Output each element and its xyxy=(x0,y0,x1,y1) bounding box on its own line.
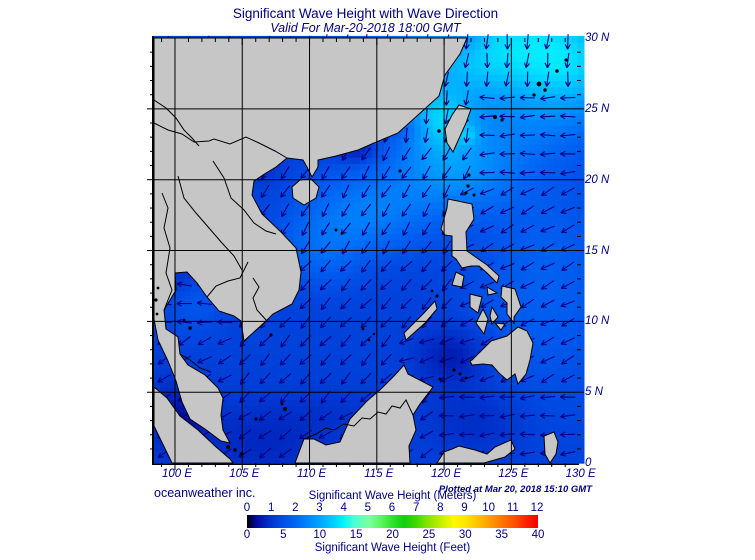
legend-tick-feet: 20 xyxy=(386,529,399,541)
land-borneo xyxy=(294,364,434,464)
legend-scale-meters: 0 1 2 3 4 5 6 7 8 9 10 11 12 xyxy=(243,502,544,515)
small-islands xyxy=(154,58,568,456)
longitude-axis: 100 E 105 E 110 E 115 E 120 E 125 E 130 E xyxy=(162,468,596,484)
legend-tick-feet: 10 xyxy=(313,529,327,541)
legend-title-meters: Significant Wave Height (Meters) xyxy=(308,490,477,502)
legend-scale-feet: 0 5 10 15 20 25 30 35 40 xyxy=(243,529,545,542)
latitude-axis: 30 N 25 N 20 N 15 N 10 N 5 N 0 xyxy=(585,32,635,469)
map-frame xyxy=(147,34,585,470)
legend-tick-feet: 25 xyxy=(422,529,436,541)
legend-tick-meters: 4 xyxy=(340,502,347,514)
legend-tick-meters: 12 xyxy=(530,502,544,514)
latitude-label: 5 N xyxy=(585,386,603,399)
latitude-label: 15 N xyxy=(585,244,610,257)
land-taiwan xyxy=(444,104,472,154)
land-bohol xyxy=(493,322,506,331)
longitude-label: 115 E xyxy=(364,468,394,480)
legend-tick-meters: 2 xyxy=(292,502,299,514)
land-mindanao xyxy=(469,326,534,386)
legend-tick-meters: 10 xyxy=(482,502,496,514)
legend-tick-feet: 40 xyxy=(531,529,545,541)
legend-tick-meters: 8 xyxy=(437,502,444,514)
legend-tick-meters: 0 xyxy=(243,502,251,514)
land-sumatra xyxy=(153,385,234,464)
page-title: Significant Wave Height with Wave Direct… xyxy=(232,6,499,21)
latitude-label: 30 N xyxy=(585,32,610,44)
latitude-label: 10 N xyxy=(585,315,610,328)
plotted-timestamp: Plotted at Mar 20, 2018 15:10 GMT xyxy=(438,484,592,495)
legend-tick-feet: 0 xyxy=(243,529,251,541)
legend-tick-feet: 15 xyxy=(349,529,363,541)
legend-tick-feet: 30 xyxy=(458,529,472,541)
legend-title-feet: Significant Wave Height (Feet) xyxy=(314,542,471,554)
land-panay xyxy=(469,293,483,314)
latitude-label: 25 N xyxy=(585,102,610,115)
legend-tick-feet: 5 xyxy=(280,529,287,541)
legend-tick-meters: 7 xyxy=(412,502,420,514)
valid-time-subtitle: Valid For Mar-20-2018 18:00 GMT xyxy=(270,21,461,35)
legend-tick-meters: 6 xyxy=(388,502,396,514)
latitude-label: 0 xyxy=(585,457,592,470)
country-borders xyxy=(153,99,414,440)
land-sulawesi xyxy=(436,439,516,464)
land-luzon xyxy=(440,198,500,284)
longitude-label: 110 E xyxy=(296,468,327,480)
legend-colorbar xyxy=(247,515,538,528)
land-palawan xyxy=(403,299,438,341)
legend-tick-meters: 5 xyxy=(364,502,372,514)
land-mindoro xyxy=(451,271,465,288)
longitude-label: 120 E xyxy=(431,468,462,480)
legend-tick-feet: 35 xyxy=(495,529,509,541)
longitude-label: 105 E xyxy=(229,468,260,480)
longitude-label: 130 E xyxy=(565,468,596,480)
legend-tick-meters: 9 xyxy=(461,502,468,514)
legend-tick-meters: 11 xyxy=(506,502,519,514)
longitude-label: 125 E xyxy=(498,468,529,480)
wave-map xyxy=(147,34,585,470)
land-cebu xyxy=(489,305,499,326)
land-halmahera xyxy=(543,431,559,464)
land-mainland-asia xyxy=(153,37,468,444)
credit-oceanweather: oceanweather inc. xyxy=(154,486,256,500)
degree-tick-marks xyxy=(147,38,584,470)
latitude-label: 20 N xyxy=(585,173,610,186)
land-masbate xyxy=(486,286,499,296)
longitude-label: 100 E xyxy=(161,468,193,480)
lat-lon-grid xyxy=(154,38,577,463)
legend-tick-meters: 1 xyxy=(267,502,275,514)
legend-tick-meters: 3 xyxy=(316,502,323,514)
